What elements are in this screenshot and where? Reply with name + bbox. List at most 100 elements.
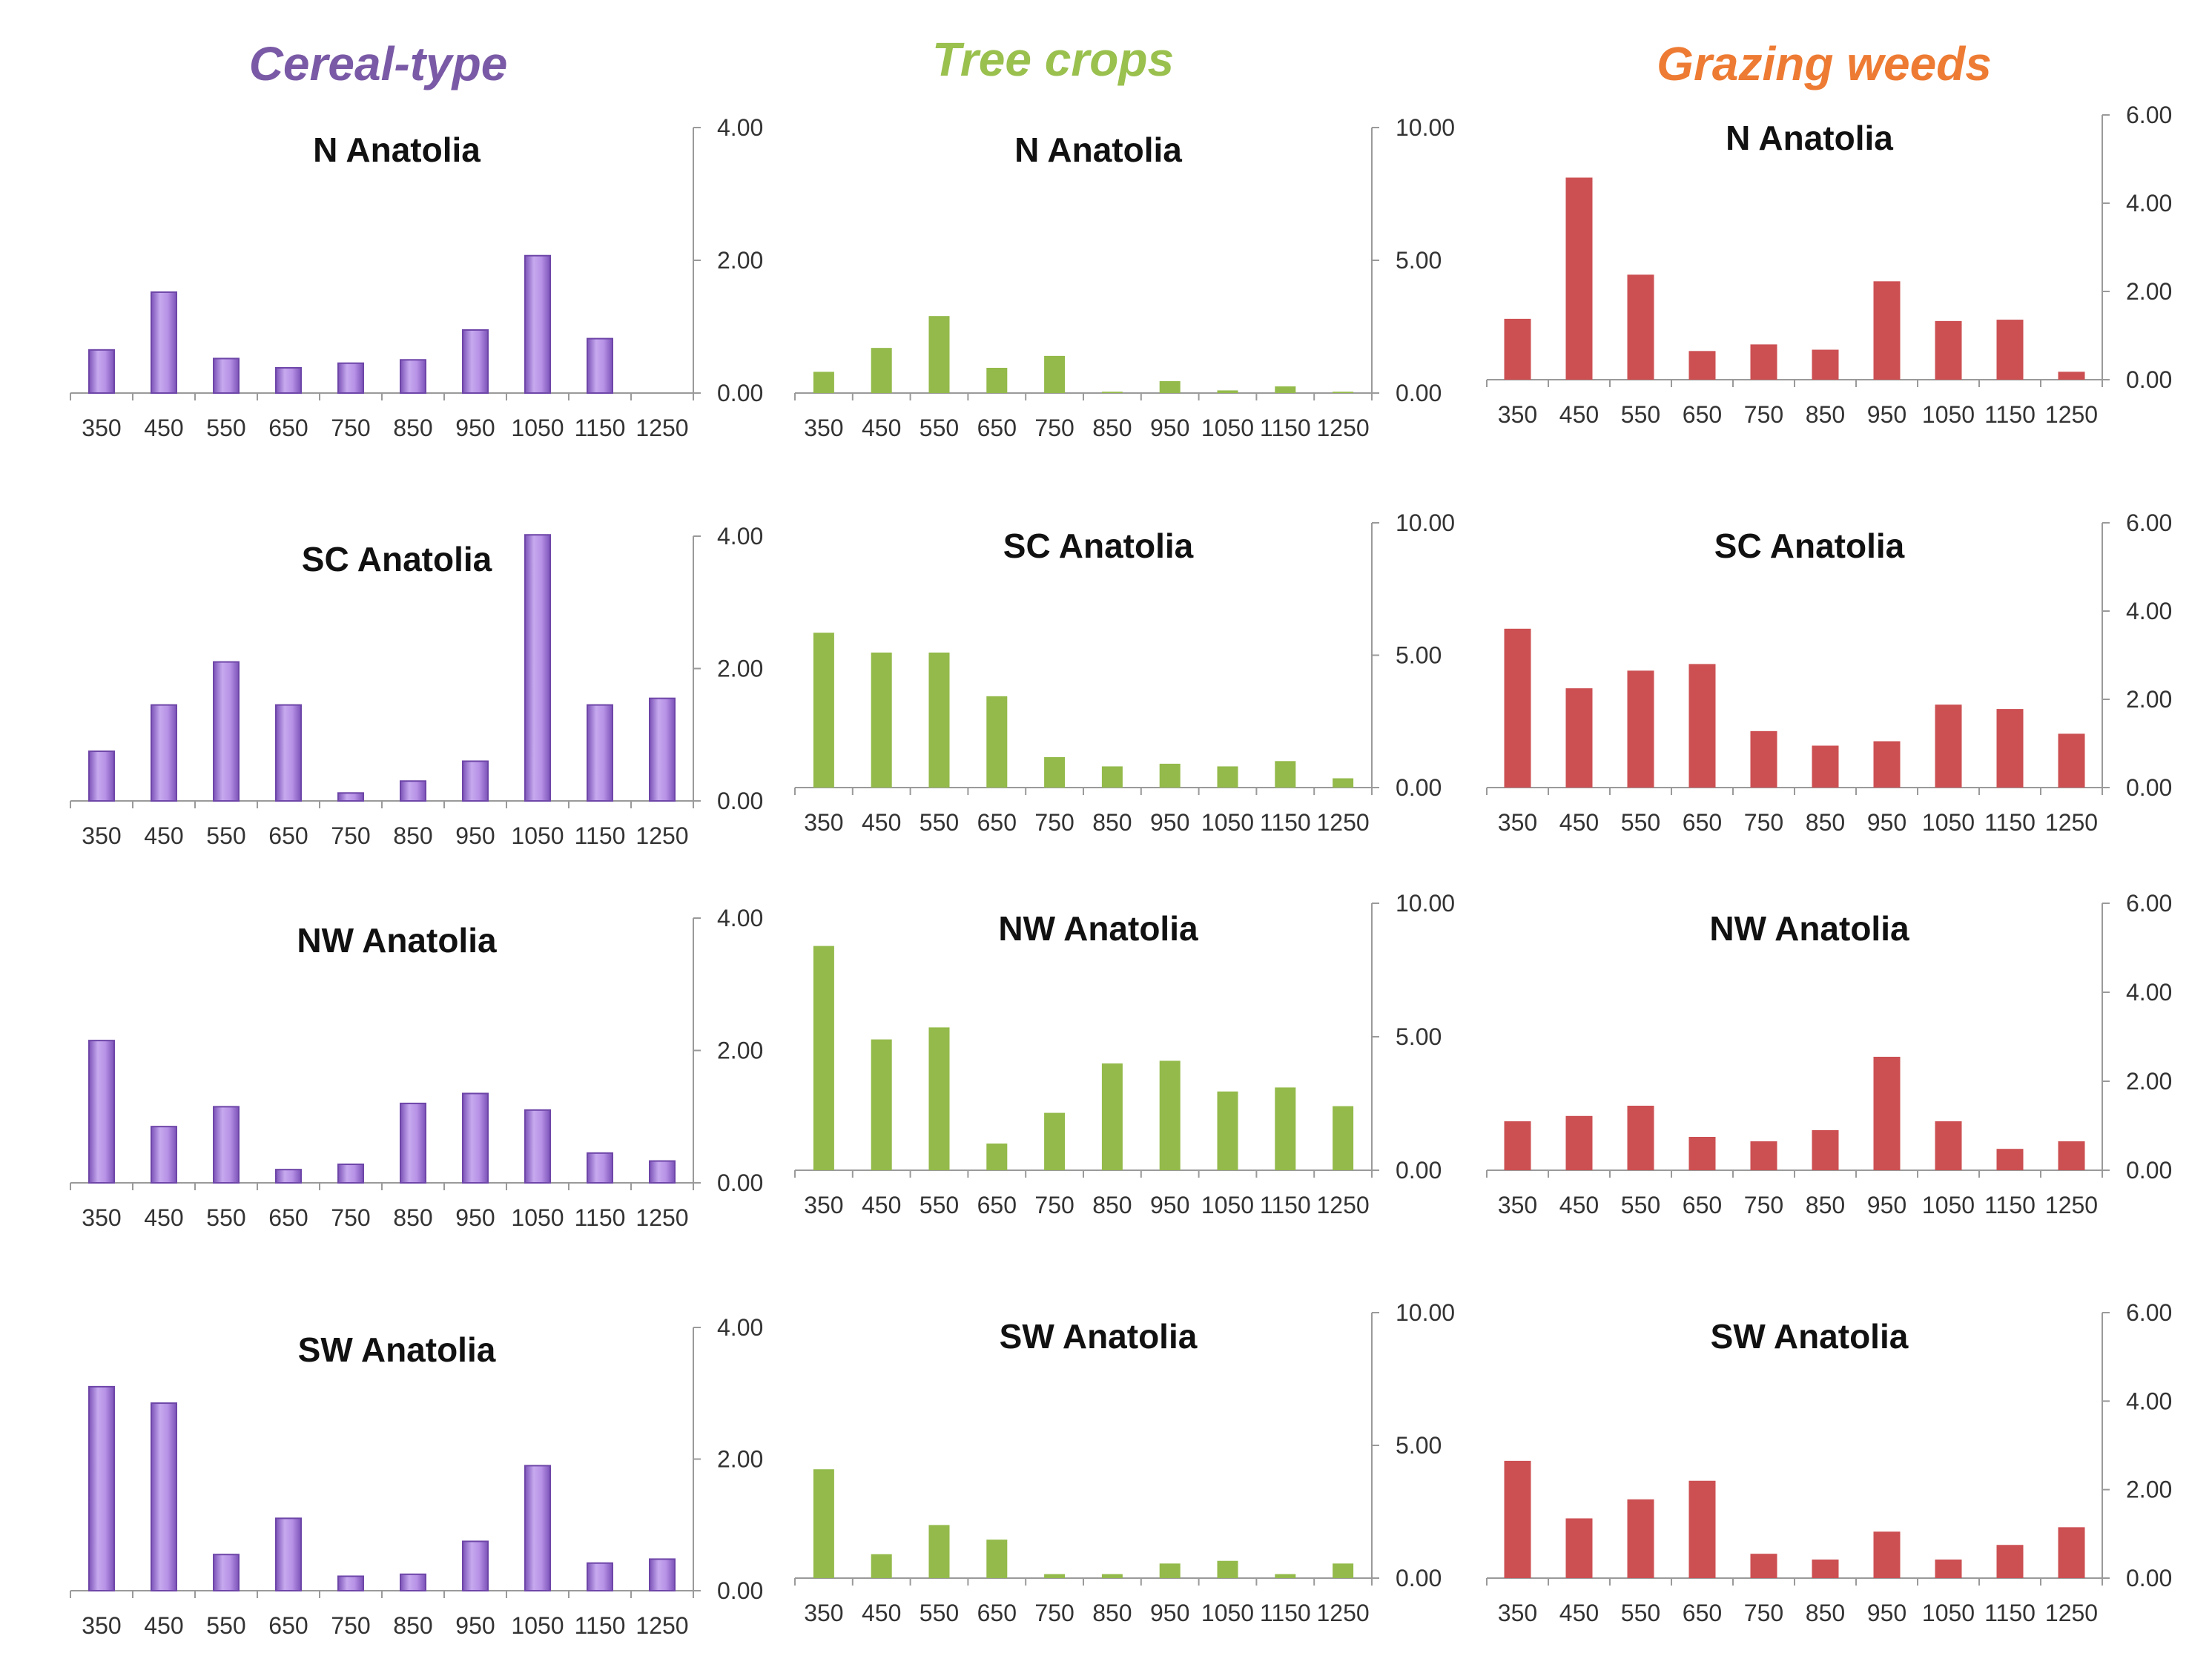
- x-tick-label: 650: [1683, 401, 1722, 428]
- x-tick-label: 750: [331, 822, 370, 849]
- bar-450: [1565, 177, 1593, 380]
- bar-350: [88, 1385, 115, 1591]
- x-tick-label: 750: [1744, 1192, 1783, 1218]
- bar-1250: [2058, 372, 2085, 380]
- x-tick-label: 1250: [635, 415, 688, 441]
- bar-1250: [649, 1558, 676, 1591]
- x-tick-label: 450: [862, 415, 901, 441]
- bar-350: [88, 750, 115, 802]
- x-tick-label: 450: [144, 822, 183, 849]
- x-tick-label: 950: [455, 415, 495, 441]
- x-tick-label: 350: [82, 822, 121, 849]
- y-tick-label: 0.00: [717, 1577, 763, 1604]
- x-tick-label: 550: [206, 822, 245, 849]
- panel-title: SC Anatolia: [1003, 527, 1194, 565]
- x-tick-label: 1050: [1201, 809, 1254, 836]
- column-title-grazing-weeds: Grazing weeds: [1657, 37, 1992, 90]
- y-tick-label: 0.00: [717, 380, 763, 406]
- x-tick-label: 1150: [575, 822, 626, 849]
- y-tick-label: 2.00: [717, 247, 763, 274]
- bar-850: [1101, 1574, 1123, 1578]
- bar-450: [871, 348, 892, 393]
- bar-750: [1044, 1112, 1066, 1170]
- x-tick-label: 650: [977, 1600, 1017, 1626]
- y-tick-label: 4.00: [717, 114, 763, 141]
- x-tick-label: 1150: [1984, 401, 2036, 428]
- y-tick-label: 2.00: [2126, 1068, 2172, 1095]
- x-tick-label: 1050: [1922, 1600, 1975, 1626]
- bar-650: [986, 1144, 1008, 1170]
- bar-1150: [1996, 320, 2024, 380]
- bar-350: [88, 349, 115, 395]
- bar-450: [871, 1554, 892, 1578]
- x-tick-label: 1050: [1201, 415, 1254, 441]
- x-tick-label: 750: [331, 415, 370, 441]
- bar-750: [1750, 344, 1777, 380]
- x-tick-label: 1050: [1922, 1192, 1975, 1218]
- bar-350: [813, 633, 834, 788]
- bar-1050: [524, 254, 551, 394]
- bar-1050: [524, 1465, 551, 1591]
- bar-750: [1044, 756, 1066, 788]
- bar-650: [1688, 1137, 1716, 1170]
- x-tick-label: 1150: [1984, 1192, 2036, 1218]
- bar-1150: [587, 1562, 613, 1592]
- x-tick-label: 550: [920, 1600, 959, 1626]
- bar-1050: [1217, 1560, 1238, 1578]
- x-tick-label: 350: [804, 1192, 843, 1218]
- bar-1050: [524, 1109, 551, 1184]
- bar-650: [1688, 351, 1716, 380]
- x-tick-label: 950: [1867, 1600, 1906, 1626]
- x-tick-label: 850: [1092, 1192, 1132, 1218]
- y-tick-label: 10.00: [1396, 890, 1455, 917]
- x-tick-label: 850: [1806, 809, 1845, 836]
- x-tick-label: 650: [268, 415, 308, 441]
- x-tick-label: 850: [1092, 809, 1132, 836]
- x-tick-label: 1150: [575, 415, 626, 441]
- bar-650: [986, 1540, 1008, 1578]
- y-tick-label: 10.00: [1396, 114, 1455, 141]
- bar-1250: [2058, 1527, 2085, 1578]
- bar-950: [1873, 281, 1901, 380]
- bar-950: [1873, 741, 1901, 788]
- bar-850: [1101, 766, 1123, 788]
- bar-450: [151, 291, 177, 394]
- x-tick-label: 1050: [1922, 401, 1975, 428]
- y-tick-label: 6.00: [2126, 890, 2172, 917]
- x-tick-label: 450: [1559, 1192, 1599, 1218]
- bar-1250: [1333, 778, 1354, 788]
- x-tick-label: 550: [920, 1192, 959, 1218]
- panel-grazing-weeds-sw-anatolia: SW Anatolia 350 450 550 650 750 850 950 1050 1150…: [1486, 1299, 2172, 1626]
- y-tick-label: 10.00: [1396, 509, 1455, 536]
- y-tick-label: 5.00: [1396, 1023, 1442, 1050]
- x-tick-label: 550: [1621, 401, 1660, 428]
- bar-550: [213, 357, 240, 394]
- y-tick-label: 0.00: [2126, 1157, 2172, 1184]
- x-tick-label: 1250: [1317, 809, 1370, 836]
- bar-950: [1159, 1563, 1181, 1578]
- column-title-cereal: Cereal-type: [249, 37, 508, 90]
- panel-title: NW Anatolia: [1709, 909, 1909, 948]
- x-tick-label: 950: [1867, 809, 1906, 836]
- bar-650: [275, 366, 302, 394]
- x-tick-label: 950: [455, 1612, 495, 1639]
- bar-1250: [1333, 392, 1354, 393]
- x-tick-label: 1250: [1317, 1600, 1370, 1626]
- y-tick-label: 0.00: [1396, 1157, 1442, 1184]
- y-tick-label: 6.00: [2126, 1299, 2172, 1326]
- y-tick-label: 2.00: [717, 1037, 763, 1064]
- bar-850: [400, 780, 426, 802]
- bar-650: [986, 696, 1008, 788]
- x-tick-label: 1050: [1922, 809, 1975, 836]
- bar-350: [1504, 318, 1531, 380]
- y-tick-label: 4.00: [2126, 1388, 2172, 1414]
- x-tick-label: 1250: [635, 1612, 688, 1639]
- x-tick-label: 1050: [1201, 1600, 1254, 1626]
- x-tick-label: 550: [1621, 809, 1660, 836]
- y-tick-label: 4.00: [717, 1314, 763, 1341]
- x-tick-label: 850: [393, 415, 432, 441]
- x-tick-label: 1150: [1260, 415, 1311, 441]
- bar-750: [1044, 1574, 1066, 1578]
- bar-1250: [649, 697, 676, 802]
- x-tick-label: 950: [1867, 401, 1906, 428]
